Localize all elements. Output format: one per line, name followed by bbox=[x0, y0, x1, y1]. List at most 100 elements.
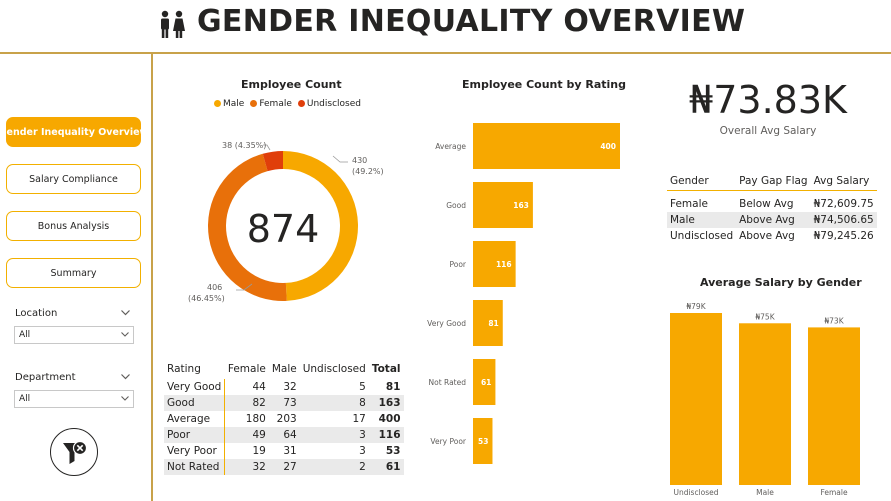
donut-center-total: 874 bbox=[247, 207, 320, 251]
rating-category-label: Not Rated bbox=[429, 378, 467, 387]
undisclosed-cell: 8 bbox=[299, 395, 369, 411]
female-leader-line bbox=[236, 283, 253, 291]
location-dropdown-value: All bbox=[19, 330, 31, 340]
male-data-label: 430 bbox=[352, 156, 367, 165]
chevron-down-icon bbox=[121, 332, 129, 337]
table-row: Not Rated 32 27 2 61 bbox=[164, 459, 404, 475]
undisclosed-cell: 5 bbox=[359, 381, 366, 393]
chevron-down-icon bbox=[121, 396, 129, 401]
donut-slice-undisclosed[interactable] bbox=[262, 151, 283, 172]
legend-item-female[interactable]: Female bbox=[250, 99, 292, 109]
male-cell: 64 bbox=[268, 427, 300, 443]
female-cell: 82 bbox=[224, 395, 269, 411]
rating-bar[interactable] bbox=[473, 359, 496, 405]
people-icon bbox=[161, 10, 185, 38]
donut-chart-title: Employee Count bbox=[241, 78, 342, 91]
table-row: Male Above Avg ₦74,506.65 bbox=[667, 212, 877, 228]
male-cell: 31 bbox=[283, 445, 297, 457]
rating-cell: Not Rated bbox=[164, 459, 226, 475]
table-header-row: Gender Pay Gap Flag Avg Salary bbox=[667, 172, 877, 191]
legend-item-male[interactable]: Male bbox=[214, 99, 244, 109]
table-row: Undisclosed Above Avg ₦79,245.26 bbox=[667, 228, 877, 244]
table-row: Very Good 44 32 5 81 bbox=[164, 379, 404, 395]
column-header-pay-gap-flag[interactable]: Pay Gap Flag bbox=[736, 172, 811, 191]
total-cell: 61 bbox=[368, 459, 404, 475]
rating-cell: Poor bbox=[164, 427, 226, 443]
chevron-down-icon[interactable] bbox=[121, 374, 130, 380]
nav-summary[interactable]: Summary bbox=[6, 258, 141, 288]
rating-bar[interactable] bbox=[473, 182, 533, 228]
salary-chart-title: Average Salary by Gender bbox=[700, 276, 862, 289]
column-header-female[interactable]: Female bbox=[227, 363, 266, 375]
undisclosed-cell: 3 bbox=[359, 445, 366, 457]
rating-data-label: 61 bbox=[481, 378, 491, 387]
salary-bar[interactable] bbox=[808, 327, 860, 485]
rating-data-label: 116 bbox=[496, 260, 512, 269]
page-title: GENDER INEQUALITY OVERVIEW bbox=[197, 4, 746, 39]
location-dropdown[interactable]: All bbox=[14, 326, 134, 344]
rating-category-label: Very Poor bbox=[430, 437, 467, 446]
rating-bar[interactable] bbox=[473, 241, 516, 287]
sidebar-divider bbox=[151, 54, 153, 501]
table-row: Very Poor 19 31 3 53 bbox=[164, 443, 404, 459]
column-header-rating[interactable]: Rating bbox=[167, 363, 201, 375]
table-row: Average 180 203 17 400 bbox=[164, 411, 404, 427]
salary-bar[interactable] bbox=[670, 313, 722, 485]
average-salary-by-gender-chart[interactable]: ₦79K Undisclosed ₦75K Male ₦73K Female bbox=[664, 296, 869, 501]
female-cell: 19 bbox=[252, 445, 266, 457]
salary-category-label: Female bbox=[820, 488, 848, 497]
undisclosed-cell: 17 bbox=[352, 413, 366, 425]
chevron-down-icon[interactable] bbox=[121, 310, 130, 316]
undisclosed-cell: 2 bbox=[299, 459, 369, 475]
rating-data-label: 81 bbox=[488, 319, 498, 328]
pay-gap-flag-cell: Below Avg bbox=[739, 198, 794, 210]
rating-category-label: Poor bbox=[449, 260, 466, 269]
avg-salary-cell: ₦79,245.26 bbox=[813, 230, 874, 242]
salary-data-label: ₦75K bbox=[755, 312, 775, 321]
male-leader-line bbox=[332, 155, 348, 163]
column-header-gender[interactable]: Gender bbox=[667, 172, 737, 191]
department-dropdown-value: All bbox=[19, 394, 31, 404]
male-cell: 27 bbox=[268, 459, 300, 475]
donut-slice-male[interactable] bbox=[283, 151, 359, 301]
donut-slice-female[interactable] bbox=[207, 153, 287, 301]
avg-salary-cell: ₦74,506.65 bbox=[810, 212, 877, 228]
salary-category-label: Male bbox=[756, 488, 774, 497]
total-cell: 163 bbox=[368, 395, 404, 411]
salary-bar[interactable] bbox=[739, 323, 791, 485]
overall-avg-salary-value: ₦73.83K bbox=[689, 78, 847, 122]
nav-salary-compliance[interactable]: Salary Compliance bbox=[6, 164, 141, 194]
rating-category-label: Average bbox=[435, 142, 466, 151]
gender-cell: Female bbox=[670, 198, 708, 210]
column-header-undisclosed[interactable]: Undisclosed bbox=[302, 363, 366, 375]
column-header-avg-salary[interactable]: Avg Salary bbox=[810, 172, 877, 191]
employee-count-by-rating-chart[interactable]: Average 400 Good 163 Poor 116 Very Good 81 Not R… bbox=[418, 114, 628, 464]
rating-data-label: 400 bbox=[600, 142, 616, 151]
female-cell: 32 bbox=[224, 459, 269, 475]
rating-bar[interactable] bbox=[473, 418, 493, 464]
salary-category-label: Undisclosed bbox=[673, 488, 718, 497]
total-cell: 53 bbox=[385, 445, 401, 457]
salary-data-label: ₦73K bbox=[824, 316, 844, 325]
undisclosed-leader-line bbox=[263, 144, 271, 151]
nav-gender-inequality-overview[interactable]: Gender Inequality Overview bbox=[0, 117, 148, 147]
total-cell: 400 bbox=[378, 413, 401, 425]
female-data-label: 406 bbox=[207, 283, 222, 292]
rating-bar[interactable] bbox=[473, 300, 503, 346]
rating-bar[interactable] bbox=[473, 123, 620, 169]
column-header-male[interactable]: Male bbox=[271, 363, 297, 375]
table-header-row: Rating Female Male Undisclosed Total bbox=[164, 359, 404, 379]
gender-cell: Male bbox=[667, 212, 737, 228]
rating-category-label: Good bbox=[446, 201, 466, 210]
clear-filters-button[interactable] bbox=[50, 428, 98, 476]
pay-gap-flag-cell: Above Avg bbox=[736, 212, 811, 228]
male-cell: 73 bbox=[268, 395, 300, 411]
female-cell: 180 bbox=[245, 413, 266, 425]
legend-item-undisclosed[interactable]: Undisclosed bbox=[297, 99, 361, 109]
column-header-total[interactable]: Total bbox=[371, 363, 401, 375]
rating-cell: Good bbox=[164, 395, 226, 411]
nav-bonus-analysis[interactable]: Bonus Analysis bbox=[6, 211, 141, 241]
employee-count-donut-chart[interactable]: 874 430 (49.2%) 406 (46.45%) 38 (4.35%) bbox=[160, 112, 410, 312]
department-dropdown[interactable]: All bbox=[14, 390, 134, 408]
female-cell: 49 bbox=[224, 427, 269, 443]
